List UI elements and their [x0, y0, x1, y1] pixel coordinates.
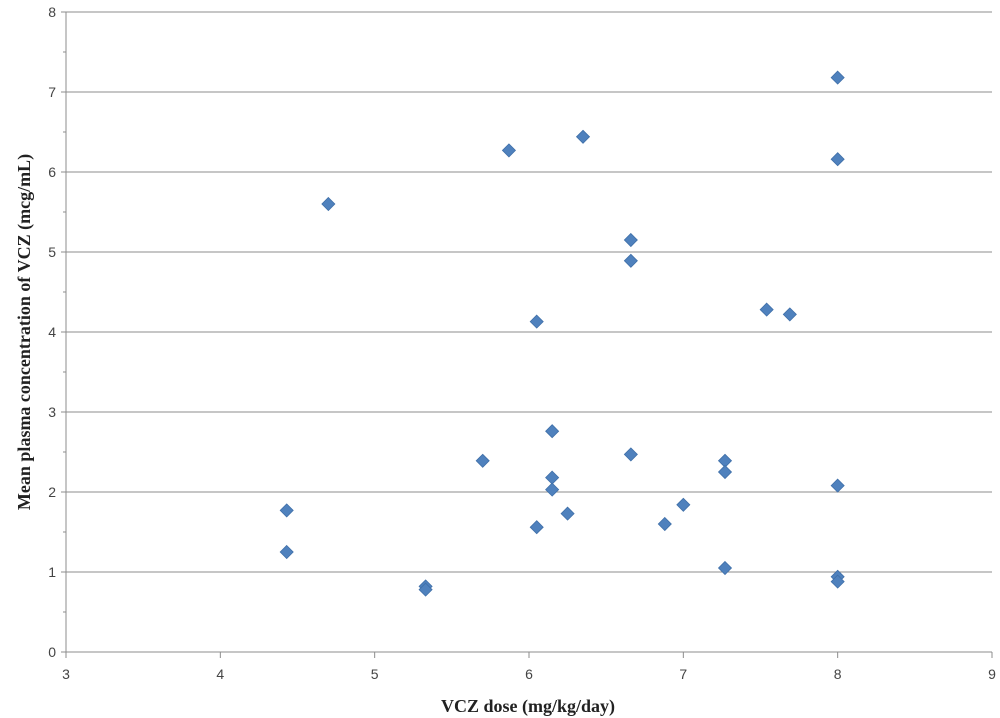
data-point [529, 314, 544, 329]
y-tick-label: 5 [48, 244, 56, 260]
data-point [782, 307, 797, 322]
data-point [830, 478, 845, 493]
data-point [830, 70, 845, 85]
y-tick-label: 7 [48, 84, 56, 100]
data-point [475, 453, 490, 468]
data-point [717, 560, 733, 576]
y-axis-title: Mean plasma concentration of VCZ (mcg/mL… [14, 154, 35, 510]
data-point [717, 464, 733, 480]
y-tick-label: 2 [48, 484, 56, 500]
x-tick-label: 4 [216, 666, 224, 682]
x-tick-label: 5 [371, 666, 379, 682]
x-tick-label: 3 [62, 666, 70, 682]
y-tick-label: 6 [48, 164, 56, 180]
data-point [545, 470, 560, 485]
x-tick-label: 8 [834, 666, 842, 682]
data-point [560, 506, 575, 521]
data-point [418, 582, 433, 597]
data-point [279, 544, 294, 560]
data-point [830, 574, 845, 589]
x-tick-label: 7 [679, 666, 687, 682]
data-point [657, 516, 672, 532]
x-axis-title: VCZ dose (mg/kg/day) [441, 696, 615, 717]
y-tick-label: 0 [48, 644, 56, 660]
x-tick-label: 6 [525, 666, 533, 682]
tick-labels: 0 1 2 3 4 5 6 7 8 3 4 5 6 7 8 9 [48, 4, 996, 682]
data-points [279, 70, 845, 597]
data-point [321, 196, 336, 212]
y-tick-label: 3 [48, 404, 56, 420]
data-point [623, 232, 638, 248]
y-tick-label: 4 [48, 324, 56, 340]
data-point [545, 424, 560, 439]
data-point [830, 152, 845, 167]
x-tick-label: 9 [988, 666, 996, 682]
data-point [545, 482, 560, 497]
data-point [759, 302, 774, 317]
data-point [279, 503, 294, 518]
axes [61, 11, 993, 658]
data-point [529, 520, 544, 535]
data-point [623, 253, 638, 268]
grid-lines [66, 11, 992, 573]
data-point [676, 497, 691, 512]
data-point [623, 447, 638, 462]
y-tick-label: 1 [48, 564, 56, 580]
data-point [575, 129, 591, 144]
y-tick-label: 8 [48, 4, 56, 20]
data-point [501, 143, 517, 158]
